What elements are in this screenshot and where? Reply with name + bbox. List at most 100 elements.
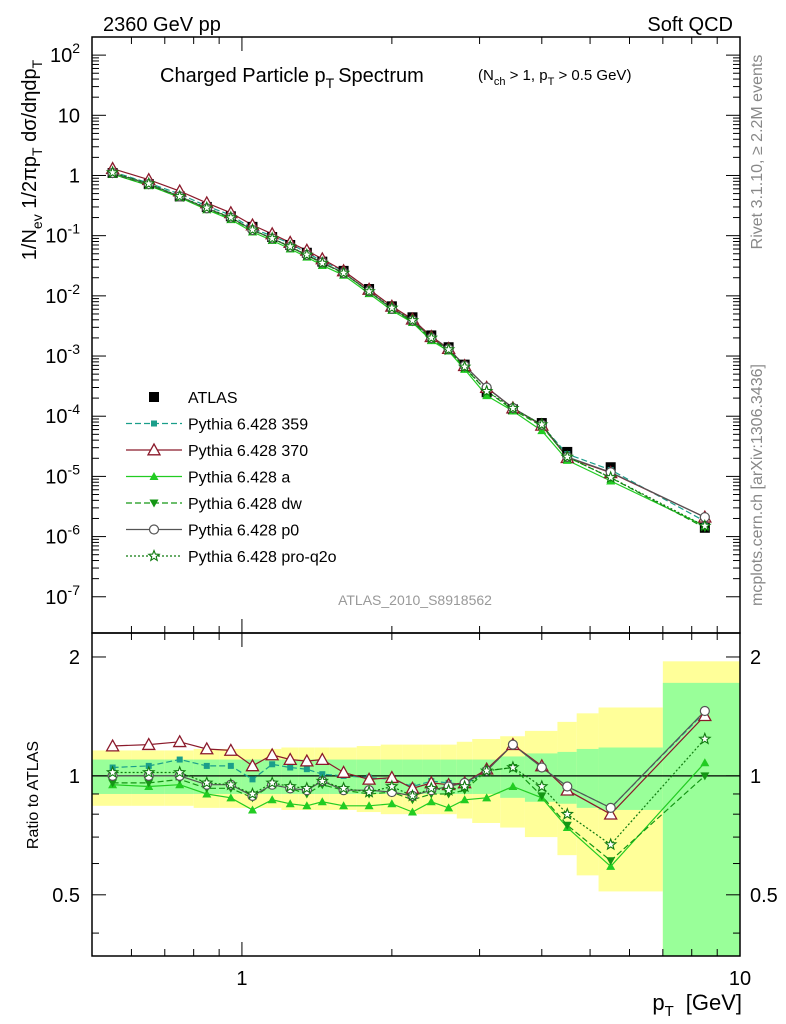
data-point-pq2o <box>199 200 214 214</box>
y-tick-label: 10-2 <box>45 281 80 308</box>
ratio-x-ticks: 1 10 <box>91 633 751 990</box>
legend-label-pa: Pythia 6.428 a <box>188 470 290 487</box>
ratio-point-p359 <box>269 761 276 768</box>
ratio-point-pa <box>202 789 212 798</box>
ratio-point-p359 <box>249 776 256 783</box>
data-point-pq2o <box>385 300 399 314</box>
series-line-pp0 <box>112 172 706 518</box>
ratio-point-p359 <box>303 766 310 773</box>
ratio-line-pq2o <box>112 738 706 846</box>
ratio-point-pa <box>407 807 417 816</box>
data-point-pq2o <box>265 231 279 245</box>
ratio-point-pq2o <box>199 775 214 789</box>
legend-marker-p359 <box>151 420 157 427</box>
y-tick-label: 10-6 <box>45 522 80 549</box>
main-y-ticks: 102 10 1 10-1 10-2 10-3 10-4 10-5 10-6 10-7 <box>45 36 740 609</box>
data-point-pq2o <box>336 265 351 279</box>
ratio-point-pp0 <box>605 802 616 813</box>
ratio-point-p370 <box>245 758 260 772</box>
energy-label: 2360 GeV pp <box>103 14 221 36</box>
data-point-pq2o <box>604 470 618 484</box>
spectrum-plot-area <box>105 161 712 533</box>
data-point-pq2o <box>441 342 456 356</box>
ratio-point-p359 <box>287 764 294 771</box>
ratio-panel: 2 2 1 1 0.5 0.5 1 10 Ratio to ATLAS pT [GeV] <box>25 632 778 1020</box>
stat-band-bin <box>662 682 740 956</box>
data-point-pq2o <box>535 417 549 431</box>
data-point-pq2o <box>283 239 297 253</box>
ratio-plot-area <box>92 661 740 956</box>
ratio-point-pq2o <box>224 777 238 791</box>
data-point-pq2o <box>315 256 329 269</box>
y-tick-label: 10 <box>58 105 80 127</box>
ratio-point-p370 <box>361 772 377 785</box>
series-line-pq2o <box>112 171 706 527</box>
data-point-pq2o <box>698 518 712 532</box>
ratio-point-pdw <box>537 792 547 801</box>
ratio-y-tick-label: 0.5 <box>52 885 80 907</box>
ratio-point-pdw <box>144 779 154 788</box>
mcplots-reference-label: mcplots.cern.ch [arXiv:1306.3436] <box>749 364 766 606</box>
ratio-point-pp0 <box>507 739 519 750</box>
ratio-point-pa <box>606 861 616 870</box>
legend: ATLAS Pythia 6.428 359 Pythia 6.428 370 Pyt… <box>126 390 337 566</box>
ratio-point-pq2o <box>405 788 420 802</box>
data-point-pq2o <box>224 210 238 224</box>
legend-marker-pdw <box>149 499 159 508</box>
ratio-point-p370 <box>315 752 330 765</box>
analysis-watermark: ATLAS_2010_S8918562 <box>338 592 492 608</box>
ratio-point-pp0 <box>536 762 547 773</box>
data-point-pq2o <box>141 176 156 190</box>
stat-band-bin <box>576 748 599 808</box>
ratio-point-pq2o <box>315 773 330 787</box>
ratio-y-ticks: 2 2 1 1 0.5 0.5 <box>52 647 778 934</box>
ratio-point-pq2o <box>424 781 438 795</box>
data-point-pq2o <box>405 313 420 327</box>
ratio-line-pdw <box>112 766 706 862</box>
ratio-point-pa <box>302 801 312 810</box>
legend-marker-atlas <box>149 392 159 402</box>
ratio-point-pq2o <box>336 781 351 795</box>
data-point-pq2o <box>560 449 574 463</box>
ratio-y-tick-label-right: 0.5 <box>750 885 778 907</box>
stat-band-bin <box>557 751 577 804</box>
x-tick-label: 10 <box>729 968 751 990</box>
ratio-point-pq2o <box>441 783 456 796</box>
ratio-point-pa <box>175 780 185 789</box>
ratio-point-pa <box>247 805 257 814</box>
ratio-point-pq2o <box>105 765 120 779</box>
ratio-point-p370 <box>603 806 618 820</box>
ratio-point-p370 <box>223 743 238 756</box>
ratio-point-pq2o <box>265 775 279 789</box>
legend-label-atlas: ATLAS <box>188 390 238 407</box>
x-axis-label: pT [GeV] <box>652 990 742 1020</box>
stat-band-bin <box>298 759 315 794</box>
ratio-point-pq2o <box>173 765 187 779</box>
ratio-point-pdw <box>108 779 118 788</box>
main-plot-frame <box>91 36 741 634</box>
ratio-point-pa <box>700 758 710 767</box>
ratio-point-pq2o <box>457 779 472 793</box>
legend-label-p359: Pythia 6.428 359 <box>188 417 308 434</box>
ratio-point-pp0 <box>699 705 710 717</box>
ratio-point-p370 <box>172 734 187 748</box>
ratio-point-pq2o <box>506 760 520 774</box>
ratio-point-p370 <box>199 741 214 755</box>
chart-title-cuts: (Nch > 1, pT > 0.5 GeV) <box>478 67 631 88</box>
y-tick-label: 10-5 <box>45 461 80 488</box>
ratio-point-pq2o <box>385 779 399 793</box>
y-tick-label: 1 <box>69 165 80 187</box>
ratio-point-pq2o <box>479 763 494 777</box>
ratio-point-pa <box>482 793 492 802</box>
data-point-pq2o <box>362 284 376 298</box>
ratio-point-pa <box>444 803 454 812</box>
y-tick-label: 102 <box>50 40 80 67</box>
ratio-point-pq2o <box>698 731 712 745</box>
ratio-y-axis-label: Ratio to ATLAS <box>25 741 42 849</box>
data-point-pq2o <box>173 189 187 203</box>
data-point-pq2o <box>506 401 520 414</box>
y-axis-label: 1/Nev 1/2πpT dσ/dηdpT <box>19 59 45 260</box>
y-tick-label: 10-1 <box>45 221 80 248</box>
series-line-p370 <box>112 168 706 518</box>
main-panel: 102 10 1 10-1 10-2 10-3 10-4 10-5 10-6 10-7 Charg… <box>19 36 741 634</box>
